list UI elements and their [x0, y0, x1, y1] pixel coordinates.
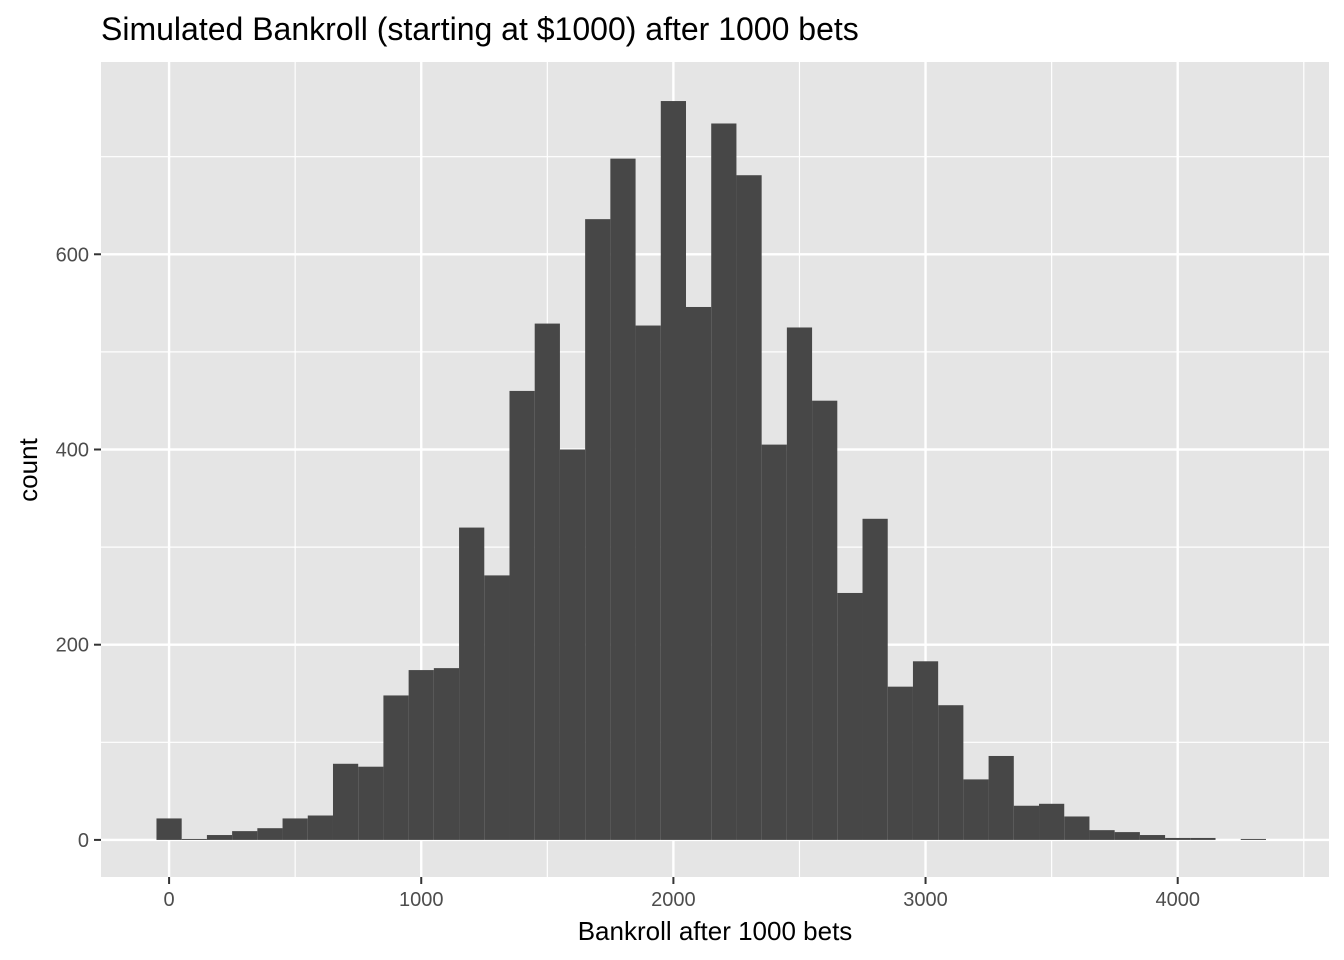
histogram-bar: [837, 592, 863, 840]
histogram-bar: [938, 705, 964, 840]
histogram-bar: [786, 327, 813, 840]
histogram-bar: [862, 518, 888, 840]
y-tick-label: 200: [56, 635, 89, 657]
histogram-bar: [1165, 837, 1191, 840]
histogram-bar: [1064, 816, 1090, 840]
histogram-bar: [181, 838, 207, 840]
histogram-bar: [1089, 830, 1115, 840]
histogram-bar: [912, 661, 939, 840]
histogram-bar: [383, 695, 409, 840]
histogram-bar: [1013, 805, 1040, 840]
histogram-bar: [963, 779, 989, 840]
histogram-bar: [736, 175, 762, 840]
histogram-bar: [206, 835, 233, 840]
histogram-bar: [559, 449, 586, 840]
histogram-bar: [358, 766, 384, 840]
histogram-bar: [509, 390, 535, 840]
x-tick-label: 0: [164, 889, 175, 911]
histogram-bar: [887, 686, 913, 840]
y-axis: 0 200 400 600: [56, 244, 101, 852]
x-tick-label: 4000: [1155, 889, 1200, 911]
histogram-bar: [812, 400, 838, 840]
histogram-bar: [307, 815, 333, 840]
histogram-bar: [408, 670, 434, 840]
histogram-bar: [156, 818, 182, 840]
histogram-bar: [282, 818, 308, 840]
x-tick-label: 3000: [903, 889, 948, 911]
histogram-bar: [610, 158, 636, 840]
histogram-bar: [232, 831, 258, 840]
x-axis: 0 1000 2000 3000 4000: [164, 877, 1200, 911]
histogram-bar: [484, 575, 510, 840]
histogram-bar: [1039, 803, 1065, 840]
histogram-bar: [257, 828, 283, 840]
y-tick-label: 0: [78, 830, 89, 852]
histogram-bar: [1139, 835, 1166, 840]
histogram-bar: [1190, 837, 1216, 840]
y-tick-label: 600: [56, 244, 89, 266]
histogram-bar: [585, 219, 611, 840]
histogram-bar: [660, 101, 687, 840]
chart-title: Simulated Bankroll (starting at $1000) a…: [101, 11, 859, 47]
histogram-bars: [156, 101, 1266, 840]
x-tick-label: 1000: [399, 889, 444, 911]
histogram-bar: [711, 123, 737, 840]
histogram-bar: [1114, 832, 1140, 840]
histogram-bar: [534, 323, 560, 840]
histogram-bar: [635, 325, 661, 840]
histogram-bar: [686, 306, 712, 840]
histogram-bar: [761, 444, 787, 840]
histogram-bar: [433, 668, 460, 840]
histogram-bar: [1240, 838, 1266, 840]
y-axis-title: count: [13, 437, 43, 501]
x-axis-title: Bankroll after 1000 bets: [578, 916, 853, 946]
y-tick-label: 400: [56, 439, 89, 461]
histogram-bar: [459, 527, 485, 840]
histogram-bar: [332, 763, 359, 840]
x-tick-label: 2000: [651, 889, 696, 911]
histogram-bar: [988, 755, 1014, 840]
